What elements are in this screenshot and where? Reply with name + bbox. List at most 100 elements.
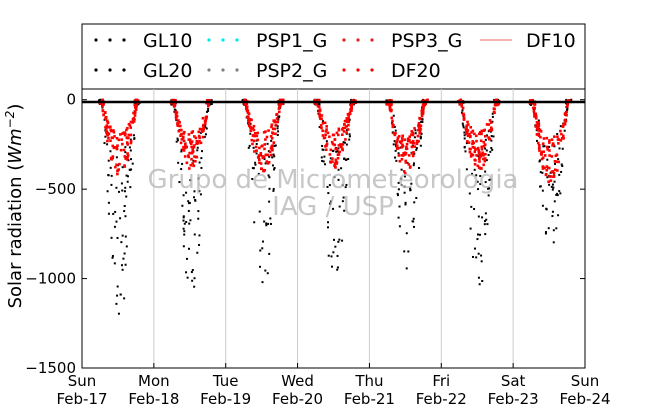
- point-df20-324: [255, 134, 259, 138]
- point-df20-134: [193, 144, 196, 147]
- point-df20-425: [335, 131, 339, 135]
- point-gl10-29: [115, 156, 118, 159]
- point-df20-406: [328, 153, 332, 156]
- point-gl20-22: [121, 268, 124, 271]
- legend-swatch-psp1_g-2: [235, 38, 239, 42]
- point-gl10-17: [113, 225, 116, 228]
- point-df20-590: [409, 141, 413, 144]
- point-gl20-206: [477, 233, 480, 236]
- point-df20-199: [193, 135, 196, 138]
- point-df20-481: [331, 133, 335, 137]
- point-df20-613: [424, 102, 427, 106]
- point-df20-600: [421, 112, 425, 115]
- point-gl10-395: [490, 147, 493, 150]
- point-df20-234: [173, 103, 177, 106]
- point-gl10-140: [273, 155, 276, 158]
- point-df20-219: [183, 146, 187, 150]
- point-df20-26: [132, 116, 136, 120]
- point-df20-383: [339, 145, 343, 149]
- point-df20-151: [204, 117, 208, 121]
- point-gl10-88: [180, 150, 183, 153]
- point-gl10-48: [107, 174, 110, 177]
- point-df20-496: [410, 133, 413, 136]
- point-df20-577: [401, 143, 404, 147]
- point-df20-679: [476, 164, 480, 168]
- watermark-line-2: IAG / USP: [272, 192, 394, 222]
- point-df20-527: [417, 128, 420, 132]
- point-df20-208: [174, 110, 178, 114]
- point-df20-126: [182, 145, 185, 149]
- point-df20-404: [325, 125, 328, 128]
- point-gl10-209: [336, 268, 339, 271]
- point-df20-720: [470, 131, 473, 134]
- point-df20-441: [338, 150, 341, 154]
- point-df20-850: [554, 160, 558, 163]
- point-gl10-147: [252, 146, 255, 149]
- point-df20-597: [409, 165, 412, 169]
- point-df20-76: [132, 120, 136, 123]
- point-df20-290: [258, 153, 262, 157]
- point-df20-658: [474, 148, 477, 151]
- point-df20-786: [560, 132, 563, 136]
- point-df20-626: [467, 141, 471, 144]
- x-tick-date-7: Feb-24: [559, 390, 610, 408]
- point-df20-637: [487, 123, 491, 126]
- point-df20-795: [559, 139, 563, 142]
- point-gl10-366: [491, 120, 494, 123]
- point-gl10-237: [337, 178, 340, 181]
- point-df20-866: [533, 103, 537, 106]
- point-gl10-24: [121, 166, 124, 169]
- point-df20-700: [478, 160, 481, 163]
- point-gl10-116: [193, 233, 196, 236]
- legend-swatch-psp2_g-2: [235, 68, 239, 72]
- legend: GL10 GL20 PSP1_G PSP2_G PSP3_G DF20 DF10: [81, 23, 586, 90]
- point-df20-351: [251, 142, 254, 146]
- point-df20-532: [390, 116, 394, 120]
- point-df20-105: [126, 126, 129, 130]
- point-gl10-246: [329, 202, 332, 205]
- point-df20-835: [536, 126, 540, 129]
- point-df20-373: [321, 129, 324, 133]
- point-gl10-143: [265, 222, 268, 225]
- point-df20-739: [496, 103, 500, 107]
- y-tick-label-2: −1000: [25, 270, 76, 288]
- point-gl10-188: [268, 187, 271, 190]
- plot-area: Grupo de Micrometeorologia IAG / USP: [81, 88, 586, 369]
- point-df20-65: [131, 121, 134, 124]
- point-df20-690: [482, 163, 485, 167]
- point-gl10-372: [461, 122, 464, 125]
- point-df20-1: [105, 119, 109, 123]
- point-df20-91: [109, 139, 112, 143]
- point-df20-442: [318, 113, 321, 116]
- point-df20-581: [404, 161, 408, 164]
- point-df20-592: [417, 122, 421, 125]
- point-df20-641: [466, 134, 470, 138]
- point-df20-672: [465, 125, 468, 129]
- point-df20-79: [101, 109, 105, 112]
- point-df20-670: [482, 154, 485, 157]
- point-df20-179: [199, 141, 203, 145]
- point-gl10-10: [104, 135, 107, 138]
- point-gl20-254: [541, 189, 544, 192]
- point-df20-191: [189, 142, 193, 146]
- legend-entry-df20: DF20: [342, 60, 441, 82]
- point-gl20-240: [561, 164, 564, 167]
- point-df20-478: [318, 117, 322, 120]
- point-df20-267: [274, 123, 278, 127]
- point-df20-579: [393, 133, 397, 137]
- point-df20-844: [545, 136, 549, 140]
- point-df20-593: [391, 125, 395, 129]
- point-gl20-49: [182, 219, 185, 222]
- point-df20-556: [396, 147, 399, 150]
- point-df20-448: [334, 160, 338, 163]
- legend-frame: [81, 23, 586, 90]
- point-gl10-278: [415, 148, 418, 151]
- point-df20-501: [410, 145, 414, 149]
- point-df20-220: [177, 124, 181, 128]
- legend-swatch-gl10-0: [94, 38, 98, 42]
- point-df20-791: [566, 102, 569, 106]
- point-df20-331: [269, 135, 273, 138]
- point-df20-853: [557, 160, 560, 164]
- point-df20-228: [203, 120, 207, 123]
